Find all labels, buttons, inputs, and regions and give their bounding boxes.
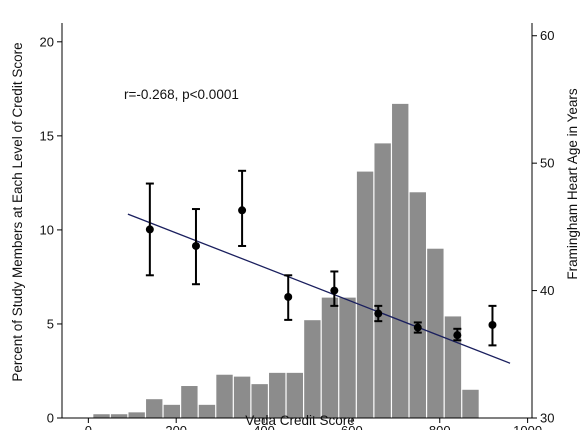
histogram-bar <box>93 414 110 418</box>
axes: 0 200 400 600 800 1000 0 5 10 15 20 30 40 50 60 <box>40 23 554 430</box>
histogram-bar <box>356 171 374 418</box>
age-point <box>488 320 497 329</box>
histogram-bar <box>198 404 216 418</box>
age-point <box>191 241 200 250</box>
y-axis-title: Percent of Study Members at Each Level o… <box>10 42 25 381</box>
x-axis-title: Veda Credit Score <box>245 413 355 428</box>
y2-axis-title: Framingham Heart Age in Years <box>565 88 580 280</box>
x-tick-label: 200 <box>165 423 187 430</box>
correlation-annotation: r=-0.268, p<0.0001 <box>124 87 239 102</box>
age-point <box>453 331 462 340</box>
y2-tick-label: 50 <box>540 156 554 171</box>
fit-line-layer <box>127 213 511 364</box>
y-tick-label: 0 <box>47 411 54 426</box>
histogram-bar <box>251 384 268 418</box>
histogram-bar <box>444 316 462 418</box>
y2-tick-label: 60 <box>540 28 554 43</box>
histogram-bar <box>462 389 479 418</box>
fit-line <box>127 213 511 364</box>
x-tick-label: 1000 <box>513 423 542 430</box>
histogram-bar <box>392 103 409 418</box>
histogram-bars <box>93 103 479 418</box>
histogram-bar <box>269 372 286 418</box>
age-point <box>330 286 339 295</box>
histogram-bar <box>427 248 444 418</box>
age-point <box>413 323 422 332</box>
x-tick-label: 600 <box>341 423 363 430</box>
x-tick-label: 400 <box>253 423 275 430</box>
y2-tick-label: 40 <box>540 283 554 298</box>
y-tick-label: 5 <box>47 316 54 331</box>
histogram-bar <box>304 320 321 418</box>
histogram-bar <box>321 297 339 418</box>
age-point <box>238 206 247 215</box>
histogram-bar <box>163 404 180 418</box>
x-tick-label: 0 <box>85 423 92 430</box>
histogram-bar <box>128 412 145 418</box>
histogram-bar <box>146 399 163 418</box>
histogram-bar <box>181 386 198 418</box>
y-tick-label: 20 <box>40 34 54 49</box>
histogram-bar <box>409 192 426 418</box>
y-tick-label: 15 <box>40 128 54 143</box>
y-tick-label: 10 <box>40 222 54 237</box>
histogram-bar <box>286 372 303 418</box>
age-point <box>374 309 383 318</box>
histogram-bar <box>216 374 233 418</box>
histogram-bar <box>374 143 391 418</box>
age-point <box>145 225 154 234</box>
histogram-bar <box>110 414 128 418</box>
y2-tick-label: 30 <box>540 411 554 426</box>
histogram-bar <box>339 297 356 418</box>
age-points <box>145 169 497 347</box>
histogram-bar <box>233 376 251 418</box>
x-tick-label: 800 <box>429 423 451 430</box>
age-point <box>284 292 293 301</box>
